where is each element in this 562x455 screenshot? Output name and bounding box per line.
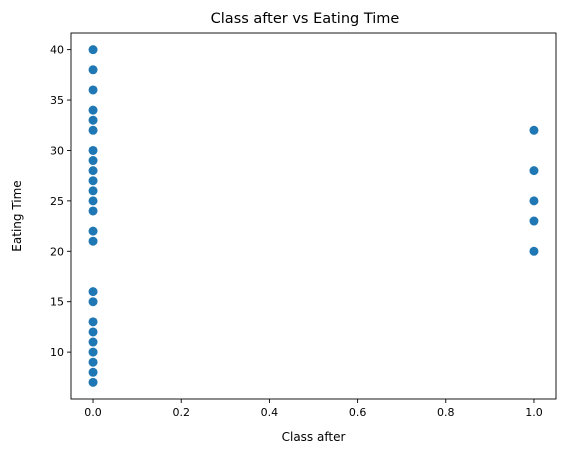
y-tick-label-0: 10 [50, 346, 64, 359]
scatter-point-0 [88, 45, 98, 55]
scatter-point-21 [88, 357, 98, 367]
x-tick-label-1: 0.2 [172, 406, 190, 419]
plot-area [88, 45, 539, 387]
scatter-point-14 [88, 236, 98, 246]
scatter-point-12 [88, 206, 98, 216]
x-tick-label-5: 1.0 [525, 406, 543, 419]
y-tick-label-6: 40 [50, 44, 64, 57]
scatter-point-10 [88, 186, 98, 196]
scatter-point-9 [88, 176, 98, 186]
scatter-point-27 [529, 216, 539, 226]
scatter-point-7 [88, 156, 98, 166]
scatter-point-11 [88, 196, 98, 206]
scatter-point-22 [88, 367, 98, 377]
scatter-point-8 [88, 166, 98, 176]
scatter-point-5 [88, 125, 98, 135]
scatter-point-23 [88, 377, 98, 387]
scatter-point-24 [529, 125, 539, 135]
scatter-point-19 [88, 337, 98, 347]
x-tick-label-0: 0.0 [84, 406, 102, 419]
scatter-point-26 [529, 196, 539, 206]
scatter-point-4 [88, 115, 98, 125]
x-axis: 0.0 0.2 0.4 0.6 0.8 1.0 [84, 399, 543, 419]
scatter-point-17 [88, 317, 98, 327]
scatter-point-13 [88, 226, 98, 236]
scatter-point-18 [88, 327, 98, 337]
scatter-point-28 [529, 246, 539, 256]
scatter-point-3 [88, 105, 98, 115]
x-tick-label-2: 0.4 [261, 406, 279, 419]
y-tick-label-5: 35 [50, 94, 64, 107]
x-axis-label: Class after [282, 430, 346, 444]
y-tick-label-3: 25 [50, 195, 64, 208]
scatter-point-1 [88, 65, 98, 75]
y-tick-label-1: 15 [50, 296, 64, 309]
scatter-point-25 [529, 166, 539, 176]
y-tick-label-2: 20 [50, 245, 64, 258]
scatter-point-20 [88, 347, 98, 357]
scatter-point-2 [88, 85, 98, 95]
y-axis: 10 15 20 25 30 35 40 [50, 44, 71, 359]
chart-title: Class after vs Eating Time [211, 11, 400, 27]
x-tick-label-3: 0.6 [349, 406, 367, 419]
y-axis-label: Eating Time [10, 180, 24, 251]
scatter-point-16 [88, 297, 98, 307]
y-tick-label-4: 30 [50, 144, 64, 157]
plot-frame [70, 32, 557, 400]
scatter-point-6 [88, 145, 98, 155]
scatter-point-15 [88, 287, 98, 297]
x-tick-label-4: 0.8 [437, 406, 455, 419]
